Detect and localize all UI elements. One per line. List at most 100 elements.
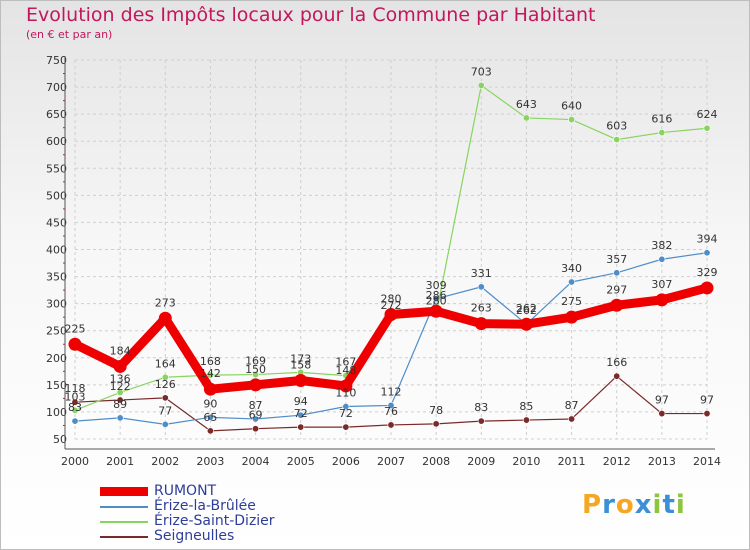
data-label: 262	[516, 302, 537, 315]
data-point	[116, 414, 124, 422]
data-point	[519, 317, 533, 331]
data-point	[568, 116, 576, 124]
data-label: 166	[606, 356, 627, 369]
y-tick-label: 500	[46, 189, 67, 202]
x-tick-label: 2013	[648, 455, 676, 468]
logo-letter: o	[615, 490, 635, 520]
data-point	[477, 283, 485, 291]
data-label: 90	[203, 397, 217, 410]
data-point	[161, 373, 169, 381]
logo-letter: i	[652, 490, 663, 520]
data-label: 275	[561, 295, 582, 308]
y-tick-label: 350	[46, 271, 67, 284]
data-label: 703	[471, 65, 492, 78]
y-tick-label: 450	[46, 216, 67, 229]
legend-item: Érize-la-Brûlée	[100, 499, 275, 514]
data-point	[387, 401, 395, 409]
data-label: 122	[110, 380, 131, 393]
legend-label: Érize-la-Brûlée	[154, 498, 256, 514]
legend-swatch	[100, 535, 148, 538]
data-point	[161, 394, 169, 402]
data-label: 309	[426, 279, 447, 292]
series-lines	[68, 81, 714, 435]
data-point	[703, 410, 711, 418]
data-point	[252, 415, 260, 423]
x-tick-label: 2007	[377, 455, 405, 468]
y-tick-label: 50	[53, 433, 67, 446]
x-tick-label: 2011	[558, 455, 586, 468]
data-point	[68, 337, 82, 351]
data-point	[113, 359, 127, 373]
legend: RUMONT Érize-la-Brûlée Érize-Saint-Dizier S…	[100, 484, 275, 544]
y-tick-label: 700	[46, 81, 67, 94]
logo-letter: P	[582, 490, 603, 520]
data-label: 167	[335, 356, 356, 369]
data-point	[206, 427, 214, 435]
data-point	[658, 255, 666, 263]
data-point	[703, 124, 711, 132]
y-tick-label: 600	[46, 135, 67, 148]
data-label: 77	[158, 404, 172, 417]
legend-label: Érize-Saint-Dizier	[154, 513, 275, 529]
x-tick-label: 2009	[467, 455, 495, 468]
data-point	[610, 298, 624, 312]
data-point	[522, 416, 530, 424]
data-point	[384, 307, 398, 321]
data-label: 78	[429, 404, 443, 417]
data-label: 168	[200, 355, 221, 368]
x-tick-label: 2003	[196, 455, 224, 468]
data-label: 136	[110, 372, 131, 385]
data-point	[206, 371, 214, 379]
data-point	[342, 423, 350, 431]
data-label: 118	[65, 382, 86, 395]
data-label: 164	[155, 357, 176, 370]
x-tick-label: 2006	[332, 455, 360, 468]
data-point	[703, 249, 711, 257]
y-tick-label: 750	[46, 54, 67, 67]
data-label: 340	[561, 262, 582, 275]
data-point	[429, 304, 443, 318]
data-point	[252, 371, 260, 379]
x-tick-label: 2004	[242, 455, 270, 468]
data-point	[613, 136, 621, 144]
data-label: 329	[697, 266, 718, 279]
x-tick-label: 2005	[287, 455, 315, 468]
data-point	[387, 421, 395, 429]
data-point	[658, 410, 666, 418]
chart-title: Evolution des Impôts locaux pour la Comm…	[26, 4, 596, 26]
data-label: 603	[606, 120, 627, 133]
data-point	[342, 403, 350, 411]
data-label: 263	[471, 302, 492, 315]
proxiti-logo: Proxiti	[582, 490, 686, 520]
data-point	[116, 396, 124, 404]
data-label: 640	[561, 100, 582, 113]
legend-item: Érize-Saint-Dizier	[100, 514, 275, 529]
data-label: 150	[245, 363, 266, 376]
data-label: 307	[651, 278, 672, 291]
data-label: 280	[426, 294, 447, 307]
data-label: 184	[110, 344, 131, 357]
x-tick-label: 2002	[151, 455, 179, 468]
data-point	[613, 269, 621, 277]
data-label: 273	[155, 296, 176, 309]
data-point	[477, 417, 485, 425]
data-point	[71, 417, 79, 425]
data-label: 142	[200, 367, 221, 380]
logo-letter: i	[675, 490, 686, 520]
data-point	[249, 378, 263, 392]
data-point	[71, 406, 79, 414]
data-label: 83	[474, 401, 488, 414]
data-point	[71, 398, 79, 406]
y-tick-label: 200	[46, 352, 67, 365]
data-label: 89	[113, 398, 127, 411]
data-point	[158, 311, 172, 325]
y-tick-label: 650	[46, 108, 67, 121]
data-point	[477, 81, 485, 89]
data-label: 616	[651, 113, 672, 126]
data-label: 280	[381, 292, 402, 305]
data-label: 87	[565, 399, 579, 412]
legend-item: Seigneulles	[100, 529, 275, 544]
data-point	[294, 374, 308, 388]
logo-letter: t	[662, 490, 676, 520]
x-tick-label: 2008	[422, 455, 450, 468]
